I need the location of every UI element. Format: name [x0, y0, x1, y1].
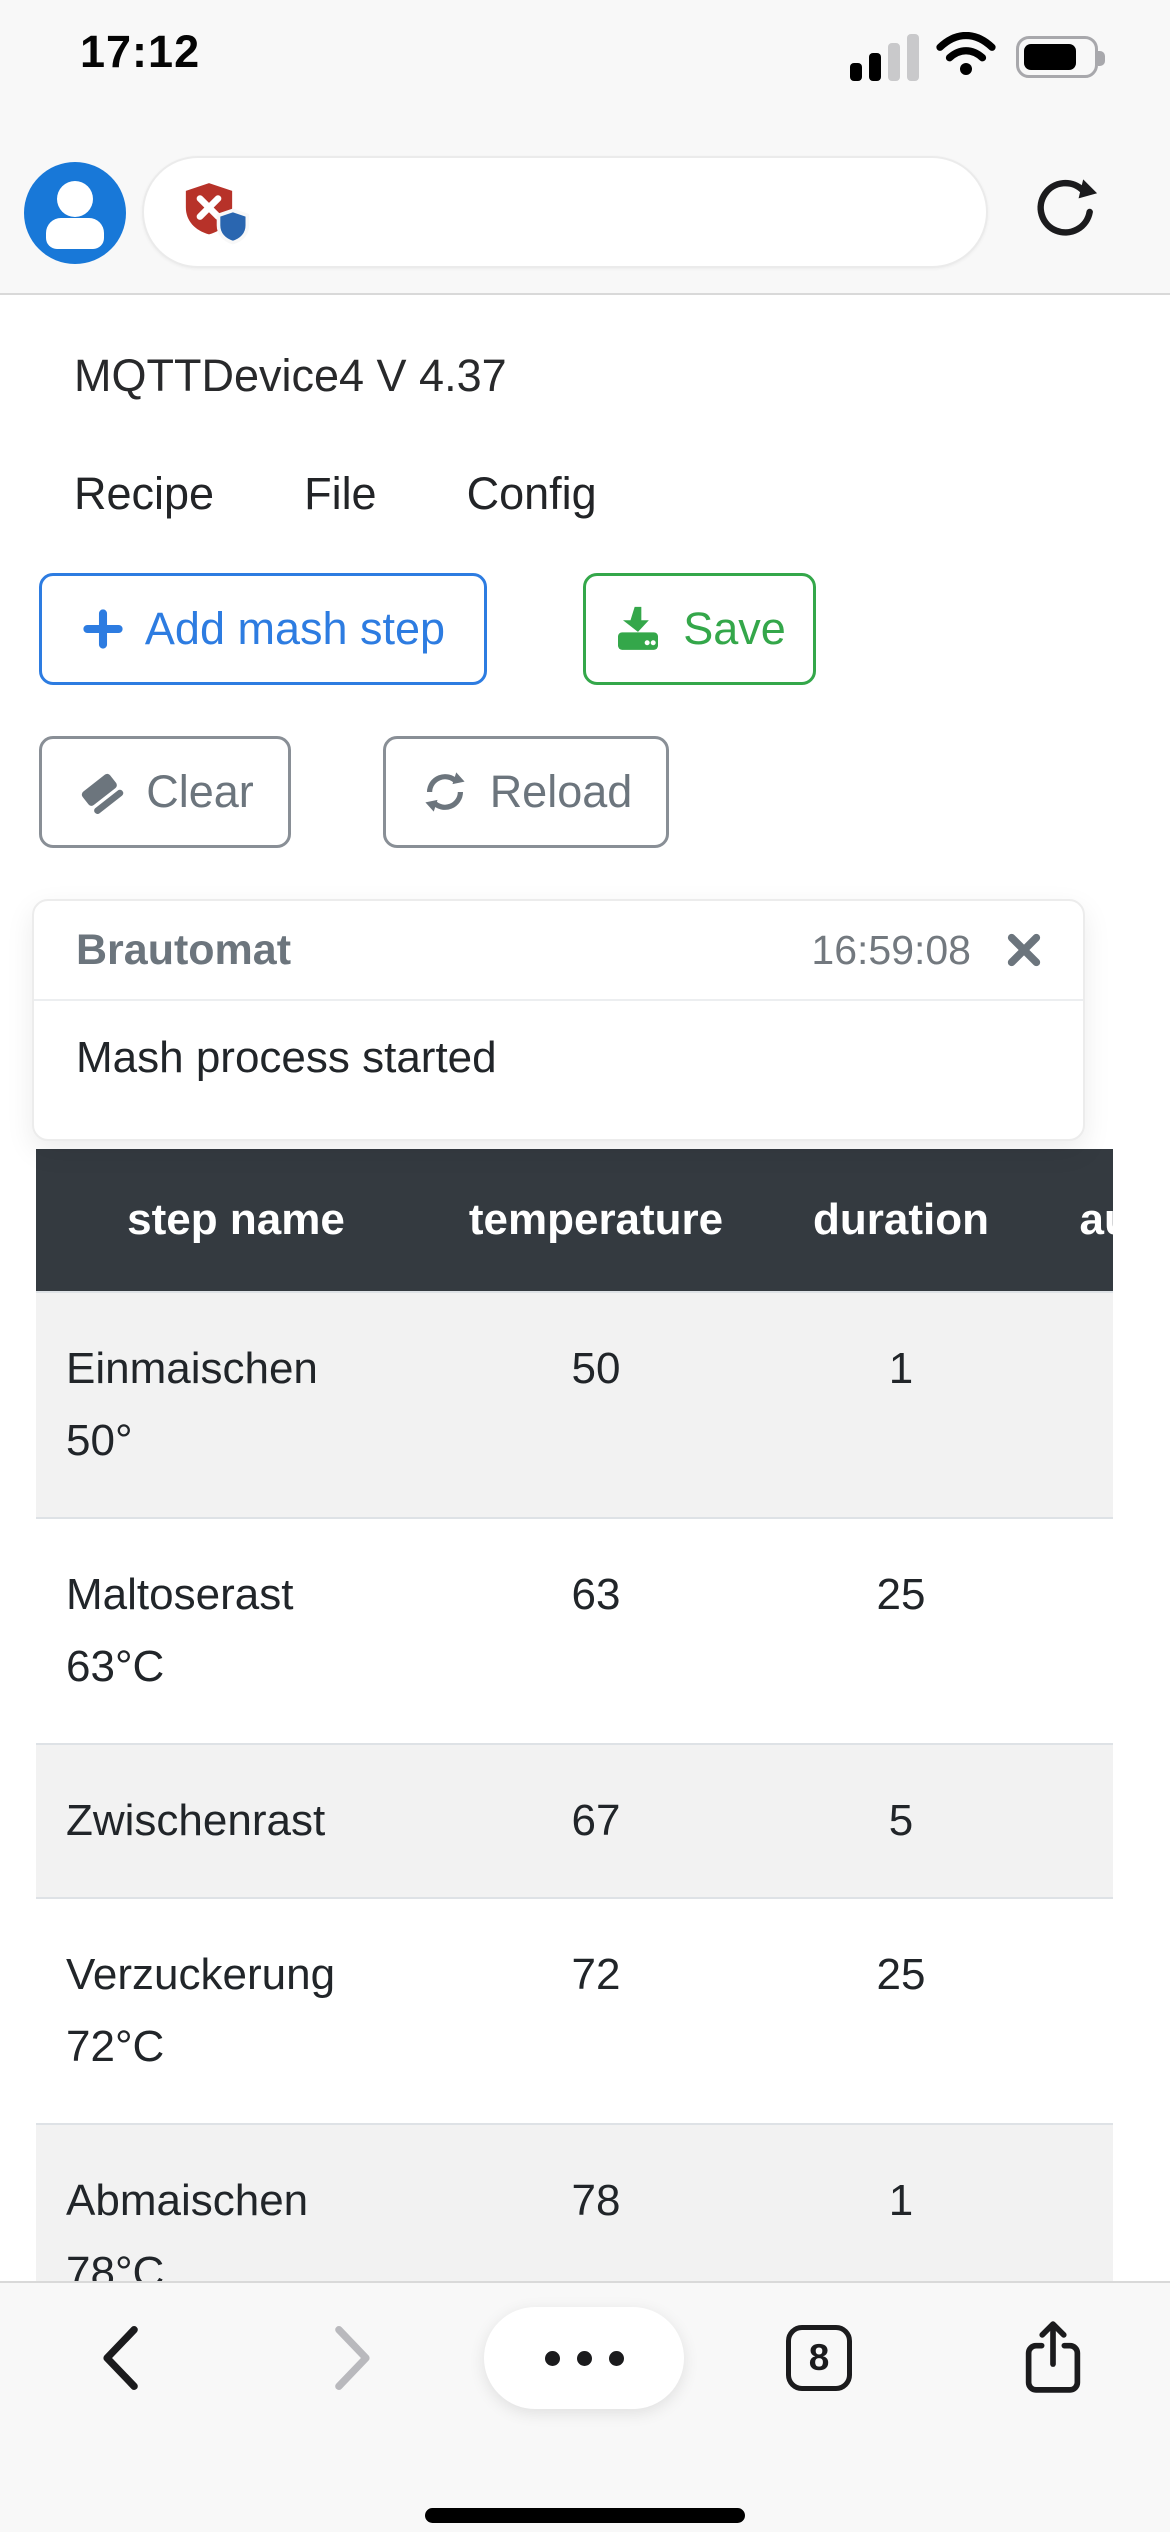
- col-temperature: temperature: [436, 1149, 756, 1292]
- save-button[interactable]: Save: [583, 573, 816, 685]
- more-menu-button[interactable]: [484, 2307, 684, 2409]
- cellular-signal-icon: [850, 33, 920, 81]
- browser-chrome-top: 17:12: [0, 0, 1170, 295]
- col-step-name: step name: [36, 1149, 436, 1292]
- cell-step-name: Abmaischen 78°C: [36, 2123, 436, 2281]
- cell-temperature: 78: [436, 2123, 756, 2281]
- cell-step-name: Zwischenrast: [36, 1743, 436, 1898]
- toast-title: Brautomat: [76, 925, 292, 974]
- table-row[interactable]: Maltoserast 63°C 63 25: [36, 1517, 1113, 1744]
- home-indicator[interactable]: [425, 2508, 745, 2523]
- cell-temperature: 63: [436, 1517, 756, 1744]
- add-mash-step-button[interactable]: Add mash step: [39, 573, 487, 685]
- plus-icon: [83, 609, 123, 649]
- toast-timestamp: 16:59:08: [811, 926, 971, 973]
- cell-duration: 25: [756, 1897, 1046, 2124]
- share-button[interactable]: [1018, 2309, 1088, 2405]
- share-icon: [1025, 2321, 1081, 2393]
- mash-step-table: step name temperature duration auto Einm…: [36, 1149, 1113, 2281]
- clear-label: Clear: [146, 766, 254, 817]
- cell-step-name: Einmaischen 50°: [36, 1291, 436, 1518]
- cell-duration: 25: [756, 1517, 1046, 1744]
- table-header-row: step name temperature duration auto: [36, 1149, 1113, 1292]
- browser-bottom-toolbar: 8: [0, 2281, 1170, 2532]
- reload-page-button[interactable]: Reload: [383, 736, 669, 848]
- chevron-left-icon: [103, 2326, 138, 2390]
- toast-message: Mash process started: [76, 1033, 497, 1082]
- wifi-icon: [936, 31, 996, 83]
- col-duration: duration: [756, 1149, 1046, 1292]
- address-bar[interactable]: [142, 156, 988, 268]
- col-auto: auto: [1046, 1149, 1113, 1292]
- cell-temperature: 50: [436, 1291, 756, 1518]
- toast-close-button[interactable]: [1001, 927, 1047, 973]
- cell-step-name: Maltoserast 63°C: [36, 1517, 436, 1744]
- mash-table-container: step name temperature duration auto Einm…: [36, 1149, 1113, 2281]
- tab-count: 8: [808, 2337, 830, 2378]
- reload-label: Reload: [489, 766, 633, 817]
- cell-duration: 1: [756, 1291, 1046, 1518]
- chevron-right-icon: [335, 2326, 370, 2390]
- save-download-icon: [618, 606, 659, 650]
- cell-duration: 1: [756, 2123, 1046, 2281]
- forward-button[interactable]: [318, 2313, 388, 2403]
- nav-link-file[interactable]: File: [304, 468, 377, 519]
- reload-icon: [1037, 178, 1098, 236]
- status-time: 17:12: [80, 26, 201, 77]
- add-mash-step-label: Add mash step: [144, 603, 446, 654]
- back-button[interactable]: [85, 2313, 155, 2403]
- nav-link-config[interactable]: Config: [466, 468, 597, 519]
- close-icon: [1007, 933, 1041, 967]
- table-row[interactable]: Abmaischen 78°C 78 1: [36, 2123, 1113, 2281]
- clear-button[interactable]: Clear: [39, 736, 291, 848]
- tracking-shield-icon[interactable]: [182, 178, 254, 255]
- toast-notification: Brautomat 16:59:08 Mash process started: [32, 899, 1085, 1141]
- cell-temperature: 72: [436, 1897, 756, 2124]
- main-nav: Recipe File Config: [74, 468, 597, 520]
- table-row[interactable]: Einmaischen 50° 50 1: [36, 1291, 1113, 1518]
- cell-duration: 5: [756, 1743, 1046, 1898]
- sync-icon: [425, 772, 465, 812]
- cell-temperature: 67: [436, 1743, 756, 1898]
- person-icon: [57, 181, 93, 217]
- ellipsis-icon: [544, 2350, 560, 2366]
- toast-header: Brautomat 16:59:08: [34, 901, 1083, 1001]
- eraser-icon: [82, 773, 124, 814]
- tabs-button[interactable]: 8: [786, 2325, 852, 2391]
- battery-icon: [1016, 36, 1105, 78]
- profile-avatar-button[interactable]: [24, 162, 126, 264]
- nav-link-recipe[interactable]: Recipe: [74, 468, 215, 519]
- browser-reload-button[interactable]: [1026, 174, 1104, 252]
- table-row[interactable]: Zwischenrast 67 5: [36, 1743, 1113, 1898]
- page-title: MQTTDevice4 V 4.37: [74, 350, 507, 401]
- cell-step-name: Verzuckerung 72°C: [36, 1897, 436, 2124]
- save-label: Save: [683, 603, 786, 654]
- url-input[interactable]: [270, 172, 950, 252]
- table-row[interactable]: Verzuckerung 72°C 72 25: [36, 1897, 1113, 2124]
